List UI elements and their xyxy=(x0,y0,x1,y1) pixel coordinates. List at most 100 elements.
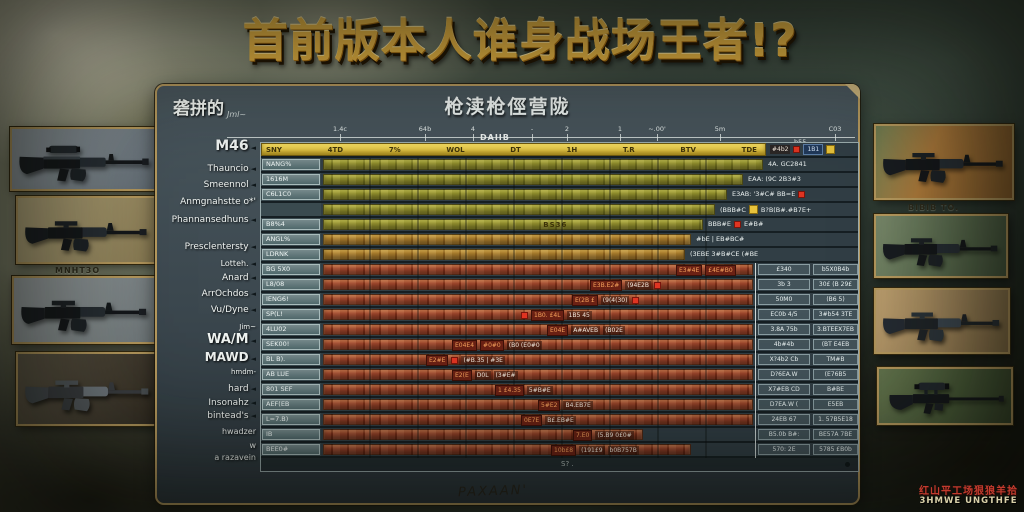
sidebar-weapon-label: Vu/Dyne ◄ xyxy=(210,305,256,315)
value-cell: 3.BTEEX7EB xyxy=(813,324,858,335)
stat-row: ANGL% #bE | EB#BC# xyxy=(261,233,858,248)
header-cell: DT xyxy=(510,145,521,154)
axis-tick-mark xyxy=(620,134,621,141)
weapon-card-caption: BIBIB TO. xyxy=(908,203,960,212)
assault-rifle-icon xyxy=(880,136,1008,187)
panel-header-title: 枪渎枪俓营陇 xyxy=(444,96,571,118)
axis-tick-label: 2 xyxy=(564,125,570,133)
sidebar-weapon-label: w xyxy=(249,441,256,450)
stat-row: (BBB#C B?B(B#.#B7E+ xyxy=(261,203,858,218)
weapon-card xyxy=(874,214,1008,278)
light-chip: #4b2 xyxy=(770,145,791,154)
light-chip: A#AVEB xyxy=(571,326,601,335)
stat-row: IENG6! E(2B £ (9(4(30) 50M0 (B6 5) xyxy=(261,293,858,308)
light-chip: (94E2B xyxy=(625,281,651,290)
red-marker xyxy=(632,297,640,304)
value-cell: (E76B5 xyxy=(813,369,858,380)
stat-bar xyxy=(323,354,753,365)
bar-annotations: #bE | EB#BC# xyxy=(696,235,744,243)
sidebar-weapon-label: Thauncio ◄ xyxy=(207,164,256,174)
value-cell: X?4b2 Cb xyxy=(758,354,810,365)
stat-bar xyxy=(323,279,753,290)
orange-chip: #0#0 xyxy=(480,340,504,351)
bar-annotations: 4A. GC2841 xyxy=(768,160,807,168)
table-footer-strip: S? . xyxy=(261,458,858,471)
weapon-card xyxy=(874,124,1014,200)
value-cell: E5EB xyxy=(813,399,858,410)
bar-annotations: 5#E2 B4.EB7E xyxy=(538,400,593,411)
bar-annotations: E3AB: '3#C# BB=E xyxy=(732,190,806,198)
sidebar-weapon-label: WA/M ◄ xyxy=(207,332,256,347)
assault-rifle-icon xyxy=(22,204,152,256)
weapon-card xyxy=(16,196,158,264)
red-marker xyxy=(798,190,806,198)
axis-tick-mark xyxy=(720,134,721,141)
row-label: BEE0# xyxy=(262,444,320,455)
stat-bar xyxy=(323,264,753,275)
sidebar-weapon-label: M46 ◄ xyxy=(215,138,256,154)
axis-tick-mark xyxy=(835,134,836,141)
stat-row: SEK00! E04E4 #0#0 (B0 (E0#0 4b#4b (BT E4EB xyxy=(261,338,858,353)
stat-row: AB LUE E2(E D0L (3#E# D?6EA.W (E76B5 xyxy=(261,368,858,383)
weapon-name-sidebar: M46 ◄ Thauncio ◄ Smeennol ◄ Anmgnahstte o*' Pha… xyxy=(160,84,256,504)
bar-annotations: 7.E0 (5.B9 0£0# xyxy=(573,430,634,441)
row-label: AB LUE xyxy=(262,369,320,380)
orange-chip: 0E7E xyxy=(521,415,543,426)
pointer-tick-icon: ◄ xyxy=(250,290,256,298)
light-chip: (9(4(30) xyxy=(600,296,630,305)
pointer-tick-icon: ◄ xyxy=(250,385,256,393)
weapon-card-caption: MNHT3O xyxy=(55,266,101,275)
light-chip: B4.EB7E xyxy=(563,401,593,410)
header-cell: TDE xyxy=(741,145,757,154)
stat-row: IB 7.E0 (5.B9 0£0# B5.0b B#: BE57A 7BE xyxy=(261,428,858,443)
yellow-swatch xyxy=(826,145,836,154)
signature-text: PAXAAN' xyxy=(457,482,529,501)
bar-annotations: 0E7E B£.EB#E xyxy=(521,415,576,426)
value-cell: D?6EA.W xyxy=(758,369,810,380)
sidebar-weapon-label: Anmgnahstte o*' xyxy=(180,197,256,207)
axis-tick-mark xyxy=(425,134,426,141)
sidebar-weapon-label: Phannansedhuns ◄ xyxy=(171,215,256,225)
row-label: IENG6! xyxy=(262,294,320,305)
light-chip: D0L xyxy=(474,371,491,380)
sidebar-weapon-label: Jim~ xyxy=(239,323,256,331)
sidebar-weapon-label: hmdm- xyxy=(230,368,256,376)
orange-chip: E(2B £ xyxy=(572,295,598,306)
light-chip: (3#E# xyxy=(493,371,518,380)
stat-bar xyxy=(323,234,691,245)
orange-chip: E2(E xyxy=(452,370,472,381)
annotation-text: (BBB#C xyxy=(720,205,746,214)
bar-annotations: (BBB#C B?B(B#.#B7E+ xyxy=(720,205,811,214)
light-chip: (191£9 xyxy=(579,446,605,455)
value-cell: 1. 57B5E18 xyxy=(813,414,858,425)
annotation-text: EAA: (9C 2B3#3 xyxy=(748,175,801,183)
value-cell: 3#b54 3TE xyxy=(813,309,858,320)
red-marker xyxy=(733,220,741,228)
stat-bar: BS36 xyxy=(323,219,703,230)
sidebar-weapon-label: ArrOchdos ◄ xyxy=(201,289,256,299)
value-cell: BE57A 7BE xyxy=(813,429,858,440)
annotation-text: (3EBE 3#B#CE (#BE xyxy=(690,250,759,258)
annotation-text: E#B# xyxy=(743,220,764,228)
red-marker xyxy=(521,312,528,319)
bar-annotations: 10b£8 (191£9 b0B757B xyxy=(551,445,639,456)
axis-tick-mark xyxy=(473,134,474,141)
axis-tick-mark xyxy=(340,134,341,141)
yellow-swatch xyxy=(748,205,758,214)
axis-tick-label: 64b xyxy=(418,125,432,133)
orange-chip: E3B.E2# xyxy=(590,280,623,291)
bar-annotations: E2#E (#B.35 | #3E xyxy=(426,355,505,366)
footer-note: S? . xyxy=(561,460,574,468)
red-marker xyxy=(793,146,801,153)
bar-annotations: E3#4E £4E#B0 xyxy=(676,265,736,276)
column-divider-line xyxy=(755,263,756,458)
light-chip: B£.EB#E xyxy=(545,416,576,425)
row-label: AEF(EB xyxy=(262,399,320,410)
header-cell: 7% xyxy=(388,145,401,154)
bar-annotations: E(2B £ (9(4(30) xyxy=(572,295,640,306)
light-chip: (5.B9 0£0# xyxy=(595,431,634,440)
orange-chip: E3#4E xyxy=(676,265,703,276)
header-cell: T.R xyxy=(622,145,635,154)
pointer-tick-icon: ◄ xyxy=(250,165,256,173)
